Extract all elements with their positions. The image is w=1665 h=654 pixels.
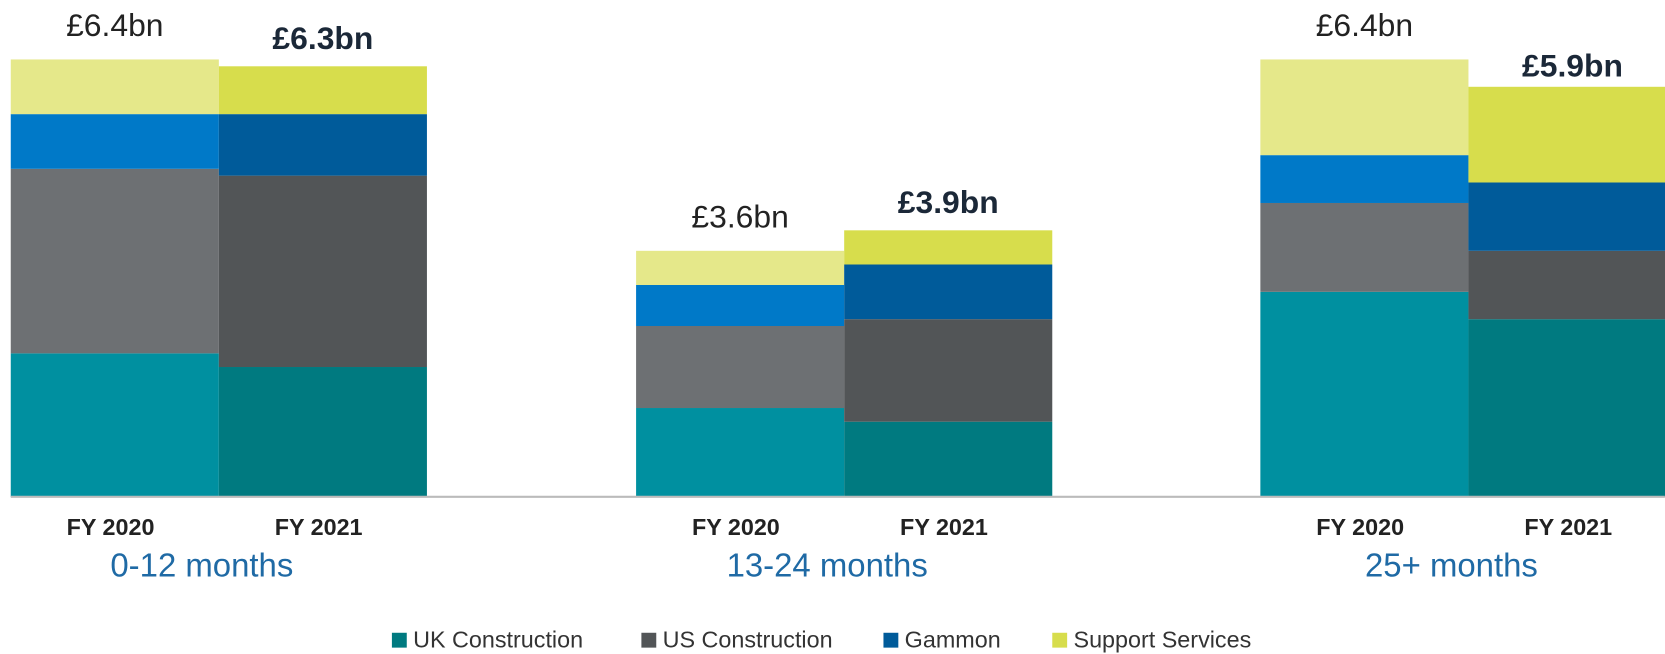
period-label: FY 2021 bbox=[900, 514, 988, 540]
bar-segment bbox=[1260, 291, 1469, 497]
legend-swatch bbox=[641, 632, 657, 648]
bar-segment bbox=[636, 326, 845, 409]
legend-label: Support Services bbox=[1074, 626, 1252, 652]
bar-segment bbox=[1260, 155, 1469, 203]
legend-label: Gammon bbox=[905, 626, 1001, 652]
total-label: £5.9bn bbox=[1522, 48, 1623, 84]
period-label: FY 2021 bbox=[1524, 514, 1612, 540]
legend-swatch bbox=[883, 632, 899, 648]
total-label: £3.9bn bbox=[898, 184, 999, 220]
bar-segment bbox=[10, 59, 219, 115]
period-label: FY 2021 bbox=[275, 514, 363, 540]
legend-label: UK Construction bbox=[413, 626, 583, 652]
total-label: £6.4bn bbox=[1316, 7, 1413, 43]
bar-segment bbox=[218, 175, 427, 368]
bar-segment bbox=[1468, 182, 1665, 251]
total-label: £3.6bn bbox=[691, 198, 788, 234]
bar-segment bbox=[218, 114, 427, 176]
bar-segment bbox=[10, 168, 219, 354]
bar-segment bbox=[1260, 202, 1469, 292]
bar-segment bbox=[1468, 86, 1665, 183]
bar-segment bbox=[1468, 319, 1665, 497]
legend-swatch bbox=[391, 632, 407, 648]
legend-label: US Construction bbox=[663, 626, 833, 652]
period-label: FY 2020 bbox=[692, 514, 780, 540]
bar-segment bbox=[1468, 250, 1665, 320]
bar-segment bbox=[636, 408, 845, 497]
bar-segment bbox=[844, 319, 1053, 422]
period-label: FY 2020 bbox=[67, 514, 155, 540]
legend-swatch bbox=[1052, 632, 1068, 648]
period-label: FY 2020 bbox=[1316, 514, 1404, 540]
bar-segment bbox=[218, 66, 427, 115]
bar-segment bbox=[10, 353, 219, 497]
bar-segment bbox=[844, 230, 1053, 265]
total-label: £6.4bn bbox=[66, 7, 163, 43]
group-label: 13-24 months bbox=[727, 547, 928, 584]
bar-segment bbox=[636, 250, 845, 285]
bar-segment bbox=[10, 114, 219, 169]
group-label: 25+ months bbox=[1365, 547, 1538, 584]
bar-segment bbox=[218, 367, 427, 497]
bar-segment bbox=[636, 284, 845, 327]
bar-segment bbox=[844, 421, 1053, 497]
group-label: 0-12 months bbox=[110, 547, 293, 584]
bar-segment bbox=[844, 264, 1053, 320]
total-label: £6.3bn bbox=[272, 20, 373, 56]
bar-segment bbox=[1260, 59, 1469, 156]
